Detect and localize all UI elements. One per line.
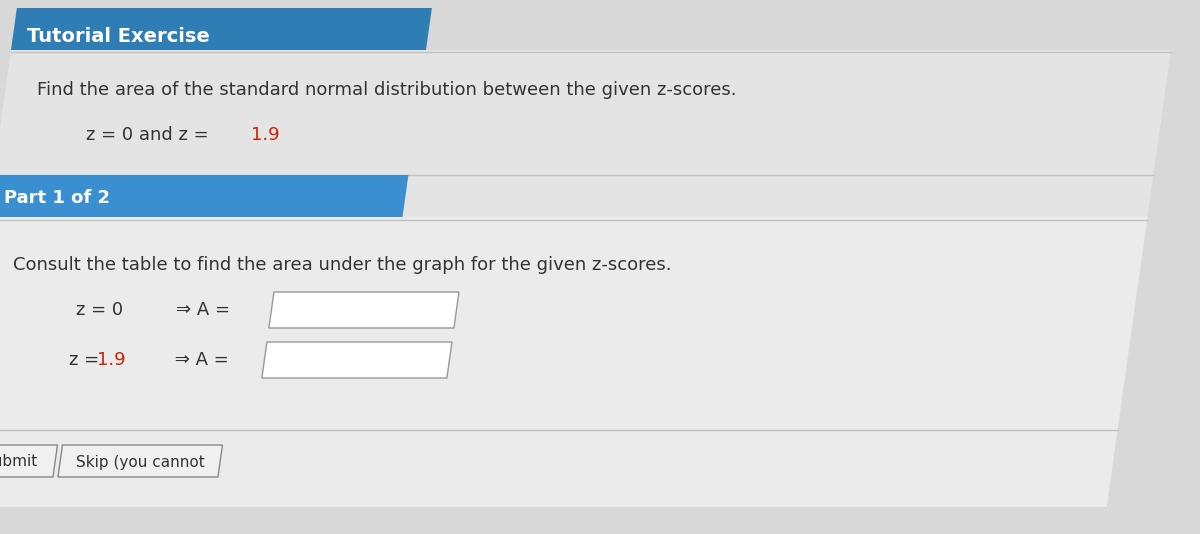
- Bar: [0, 50, 1171, 250]
- Bar: [11, 8, 432, 50]
- Bar: [262, 342, 452, 378]
- Text: Tutorial Exercise: Tutorial Exercise: [26, 27, 210, 46]
- Bar: [0, 175, 408, 217]
- Bar: [269, 292, 458, 328]
- Text: z =: z =: [70, 351, 106, 369]
- Text: z = 0 and z =: z = 0 and z =: [86, 126, 215, 144]
- Text: Part 1 of 2: Part 1 of 2: [4, 189, 110, 207]
- Bar: [58, 445, 222, 477]
- Bar: [0, 217, 1147, 507]
- Text: Skip (you cannot: Skip (you cannot: [76, 454, 204, 469]
- Text: z = 0: z = 0: [77, 301, 124, 319]
- Text: 1.9: 1.9: [251, 126, 280, 144]
- Text: 1.9: 1.9: [97, 351, 126, 369]
- Text: ⇒ A =: ⇒ A =: [169, 351, 229, 369]
- Text: Find the area of the standard normal distribution between the given z-scores.: Find the area of the standard normal dis…: [37, 81, 737, 99]
- Text: ⇒ A =: ⇒ A =: [176, 301, 230, 319]
- Bar: [0, 445, 58, 477]
- Text: Submit: Submit: [0, 454, 37, 469]
- Text: Consult the table to find the area under the graph for the given z-scores.: Consult the table to find the area under…: [13, 256, 671, 274]
